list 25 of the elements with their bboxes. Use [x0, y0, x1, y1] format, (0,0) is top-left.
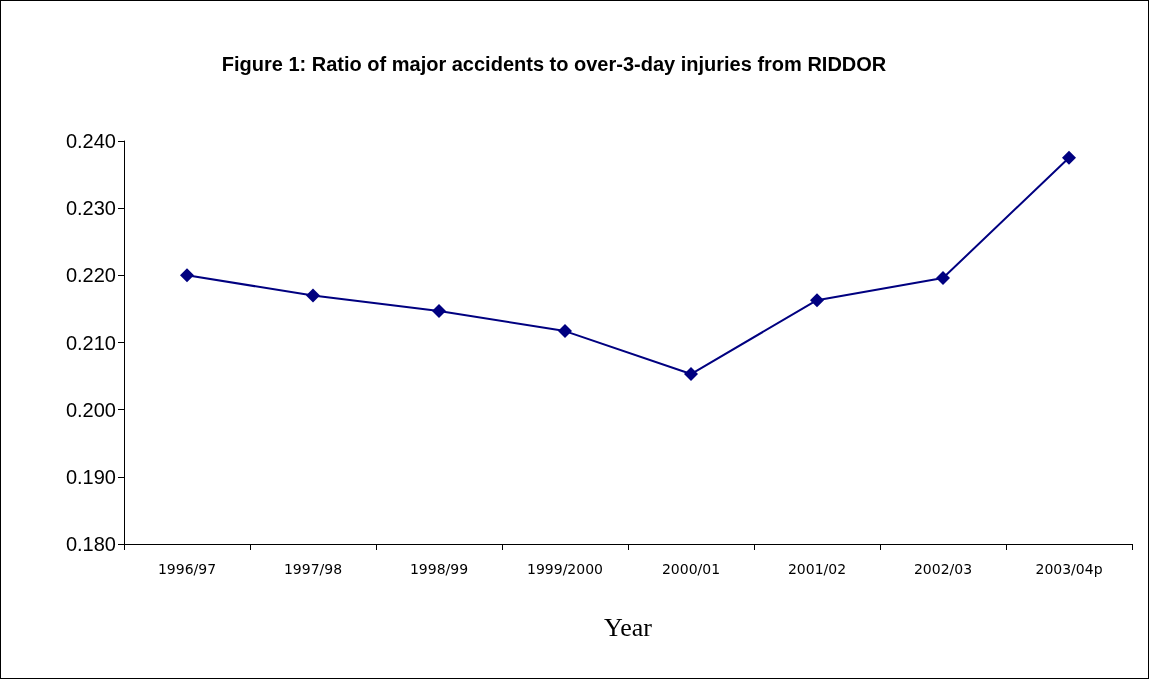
x-tick-label: 1997/98: [283, 561, 343, 577]
y-tick-label: 0.240: [65, 130, 116, 152]
x-tick-label: 2003/04p: [1035, 561, 1103, 577]
point: [1062, 150, 1076, 165]
x-tick-label: 2000/01: [661, 561, 721, 577]
point: [306, 288, 320, 303]
y-tick-label: 0.190: [65, 465, 116, 488]
point: [936, 271, 950, 286]
x-tick-label: 2001/02: [787, 561, 847, 577]
point: [684, 367, 698, 382]
x-tick-label: 1998/99: [409, 561, 469, 577]
point: [810, 293, 824, 308]
y-tick-label: 0.210: [65, 331, 116, 354]
x-tick-label: 2002/03: [913, 561, 973, 577]
x-axis-title: Year: [604, 612, 653, 642]
chart-title: Figure 1: Ratio of major accidents to over-3-day injuries from RIDDOR: [221, 53, 887, 75]
x-tick-label: 1996/97: [157, 561, 217, 577]
point: [180, 268, 194, 283]
y-tick-label: 0.200: [65, 398, 116, 421]
y-tick-label: 0.220: [65, 264, 116, 287]
x-tick-label: 1999/2000: [527, 561, 603, 577]
y-tick-label: 0.180: [65, 533, 116, 555]
point: [432, 303, 446, 318]
point: [558, 324, 572, 339]
y-tick-label: 0.230: [65, 197, 116, 220]
